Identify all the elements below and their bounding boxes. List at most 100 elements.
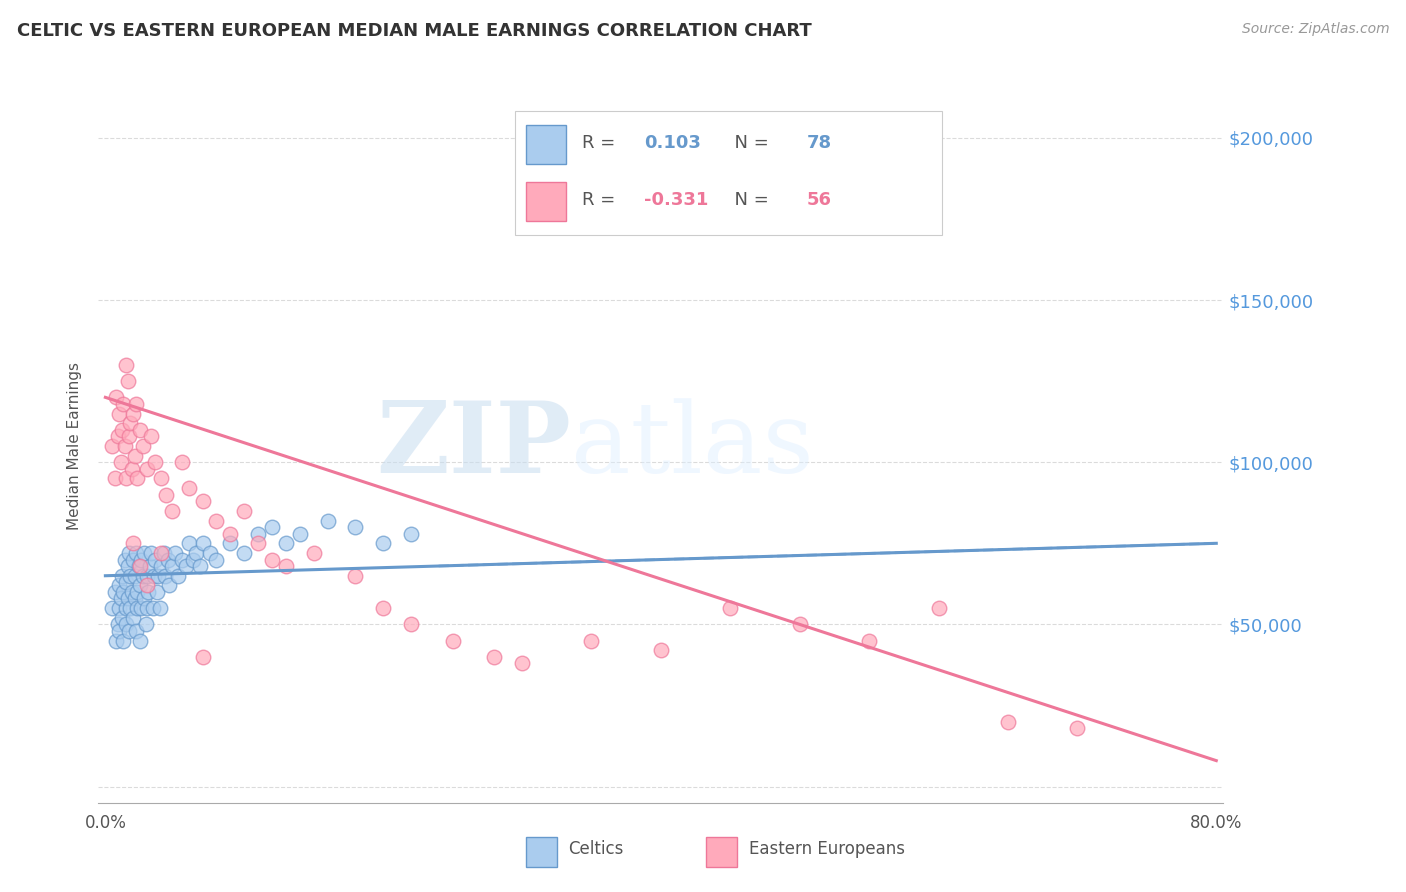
Point bbox=[129, 578, 152, 592]
Point bbox=[108, 601, 131, 615]
Point bbox=[188, 559, 211, 574]
Point bbox=[124, 449, 146, 463]
Point bbox=[110, 591, 132, 606]
Point bbox=[166, 568, 188, 582]
Point bbox=[247, 526, 270, 541]
Point bbox=[155, 488, 177, 502]
Text: Source: ZipAtlas.com: Source: ZipAtlas.com bbox=[1241, 22, 1389, 37]
Point bbox=[120, 568, 142, 582]
Point bbox=[110, 455, 132, 469]
Point bbox=[143, 455, 166, 469]
Point bbox=[107, 429, 129, 443]
Point bbox=[135, 617, 157, 632]
Point bbox=[142, 601, 165, 615]
Point bbox=[111, 568, 134, 582]
Point bbox=[399, 617, 422, 632]
Point bbox=[108, 407, 131, 421]
Point bbox=[153, 568, 176, 582]
Point bbox=[136, 568, 159, 582]
Point bbox=[198, 546, 221, 560]
Point bbox=[191, 649, 214, 664]
Text: 78: 78 bbox=[807, 134, 832, 152]
Point bbox=[120, 417, 142, 431]
Point bbox=[316, 514, 339, 528]
Point bbox=[233, 546, 256, 560]
Point bbox=[170, 552, 193, 566]
Point bbox=[134, 591, 156, 606]
Point bbox=[105, 633, 128, 648]
Point bbox=[141, 429, 163, 443]
Point bbox=[108, 624, 131, 638]
Point bbox=[650, 643, 672, 657]
Point bbox=[858, 633, 880, 648]
Point bbox=[143, 568, 166, 582]
Point bbox=[101, 601, 124, 615]
Point bbox=[138, 585, 160, 599]
Point bbox=[129, 423, 152, 437]
Point bbox=[718, 601, 741, 615]
FancyBboxPatch shape bbox=[526, 125, 567, 164]
Text: R =: R = bbox=[582, 191, 621, 209]
Point bbox=[111, 423, 134, 437]
Point bbox=[191, 536, 214, 550]
Point bbox=[117, 591, 139, 606]
Text: N =: N = bbox=[723, 191, 775, 209]
Point bbox=[205, 552, 228, 566]
Point bbox=[125, 546, 148, 560]
Point bbox=[274, 559, 297, 574]
Point bbox=[107, 617, 129, 632]
Point bbox=[191, 494, 214, 508]
Point bbox=[148, 601, 170, 615]
Point bbox=[160, 504, 183, 518]
Point bbox=[101, 439, 124, 453]
Point bbox=[118, 546, 141, 560]
Point bbox=[122, 407, 145, 421]
Text: ZIP: ZIP bbox=[375, 398, 571, 494]
Point bbox=[344, 568, 367, 582]
Point bbox=[177, 481, 200, 495]
Point bbox=[114, 439, 136, 453]
Point bbox=[170, 455, 193, 469]
Point bbox=[104, 585, 127, 599]
Point bbox=[274, 536, 297, 550]
Text: N =: N = bbox=[723, 134, 775, 152]
Point bbox=[152, 546, 174, 560]
Text: CELTIC VS EASTERN EUROPEAN MEDIAN MALE EARNINGS CORRELATION CHART: CELTIC VS EASTERN EUROPEAN MEDIAN MALE E… bbox=[17, 22, 811, 40]
Point bbox=[260, 552, 283, 566]
Point bbox=[344, 520, 367, 534]
Point bbox=[157, 578, 180, 592]
Point bbox=[581, 633, 603, 648]
Point bbox=[125, 397, 148, 411]
Point bbox=[131, 552, 153, 566]
Point bbox=[260, 520, 283, 534]
Point bbox=[160, 559, 183, 574]
Point bbox=[302, 546, 325, 560]
Point bbox=[441, 633, 464, 648]
Point bbox=[399, 526, 422, 541]
Text: R =: R = bbox=[582, 134, 621, 152]
Point bbox=[105, 390, 128, 404]
Point bbox=[104, 471, 127, 485]
Point bbox=[136, 578, 159, 592]
Point bbox=[149, 546, 172, 560]
Point bbox=[145, 585, 167, 599]
Point bbox=[184, 546, 207, 560]
Point bbox=[1066, 721, 1088, 735]
Point bbox=[112, 585, 135, 599]
Point bbox=[174, 559, 197, 574]
Point bbox=[115, 617, 138, 632]
Point bbox=[136, 601, 159, 615]
Point bbox=[997, 714, 1019, 729]
Point bbox=[124, 591, 146, 606]
Point bbox=[121, 461, 143, 475]
Point bbox=[115, 471, 138, 485]
Point bbox=[143, 552, 166, 566]
Point bbox=[131, 601, 153, 615]
Text: atlas: atlas bbox=[571, 398, 814, 494]
Point bbox=[288, 526, 311, 541]
Point bbox=[139, 559, 162, 574]
Point bbox=[146, 568, 169, 582]
Text: Eastern Europeans: Eastern Europeans bbox=[748, 840, 904, 858]
Point bbox=[928, 601, 950, 615]
Point bbox=[114, 552, 136, 566]
